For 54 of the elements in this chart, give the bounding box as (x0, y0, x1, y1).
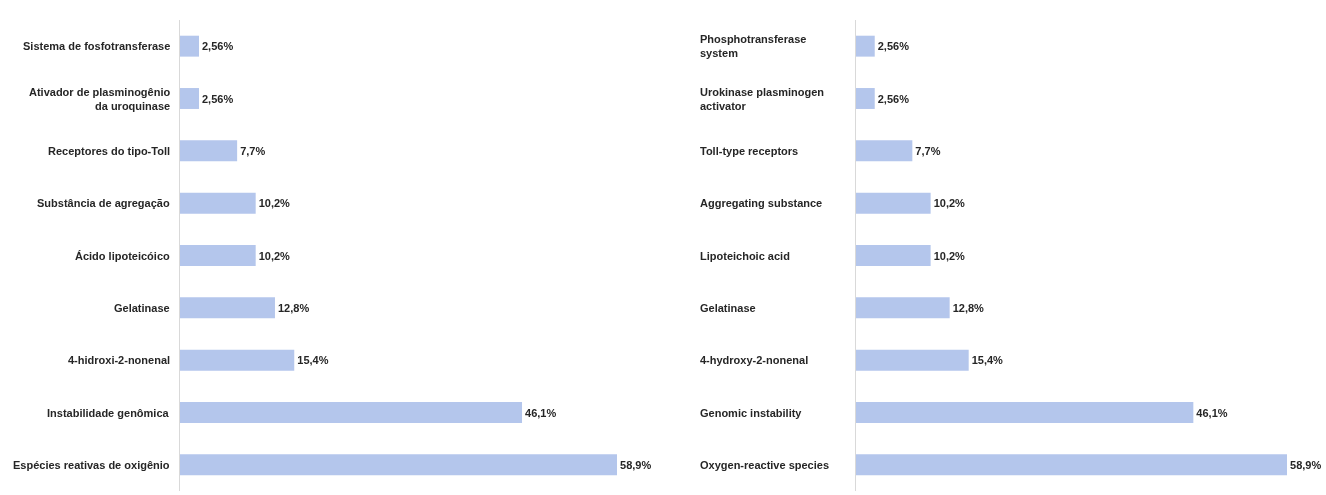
y-tick-label: Genomic instability (700, 407, 803, 419)
y-tick-label: Receptores do tipo-Toll (48, 145, 171, 157)
y-tick-label: Ácido lipoteicóico (75, 250, 171, 262)
y-tick-label: Ativador de plasminogênio da uroquinase (29, 86, 171, 113)
y-tick-label: Urokinase plasminogen activator (700, 86, 825, 113)
data-label: 10,2% (933, 197, 966, 210)
data-label: 2,56% (201, 40, 234, 53)
data-label: 2,56% (877, 92, 910, 105)
bar (856, 192, 931, 214)
bar (180, 349, 295, 371)
bar (856, 349, 969, 371)
bar (180, 88, 199, 109)
data-label: 58,9% (1290, 458, 1322, 471)
data-label: 2,56% (877, 40, 910, 53)
data-label: 7,7% (240, 144, 266, 157)
data-label: 12,8% (277, 301, 310, 314)
y-tick-label: Instabilidade genômica (47, 407, 170, 419)
data-label: 46,1% (525, 406, 557, 419)
bar (180, 192, 256, 214)
y-tick-label: 4-hidroxi-2-nonenal (68, 354, 171, 366)
bar (856, 402, 1194, 423)
data-label: 10,2% (258, 197, 291, 210)
y-tick-label: Oxygen-reactive species (700, 459, 830, 471)
bar (180, 454, 617, 476)
bar (856, 454, 1287, 476)
y-tick-label: Toll-type receptors (700, 145, 799, 157)
bar (856, 245, 931, 266)
data-label: 10,2% (933, 249, 966, 262)
data-label: 10,2% (258, 249, 291, 262)
y-tick-label: Phosphotransferase system (700, 33, 807, 60)
y-tick-label: Lipoteichoic acid (700, 250, 790, 262)
data-label: 15,4% (297, 354, 329, 367)
y-tick-label: Substância de agregação (37, 197, 170, 209)
y-tick-label: Espécies reativas de oxigênio (13, 459, 170, 471)
bar (856, 35, 875, 57)
data-label: 2,56% (201, 92, 234, 105)
y-tick-label: Gelatinase (700, 302, 756, 314)
data-label: 15,4% (971, 354, 1004, 367)
bar (180, 402, 523, 423)
bar (180, 245, 256, 266)
bar (180, 140, 238, 162)
y-tick-label: 4-hydroxy-2-nonenal (700, 354, 809, 366)
bar (856, 88, 875, 109)
bar (180, 297, 275, 319)
y-tick-label: Gelatinase (114, 302, 170, 314)
y-tick-label: Aggregating substance (700, 197, 823, 209)
data-label: 7,7% (915, 144, 941, 157)
data-label: 46,1% (1196, 406, 1228, 419)
bar (856, 140, 913, 162)
y-tick-label: Sistema de fosfotransferase (23, 40, 171, 52)
bar (856, 297, 950, 319)
data-label: 12,8% (952, 301, 985, 314)
data-label: 58,9% (620, 458, 652, 471)
bar (180, 35, 199, 57)
